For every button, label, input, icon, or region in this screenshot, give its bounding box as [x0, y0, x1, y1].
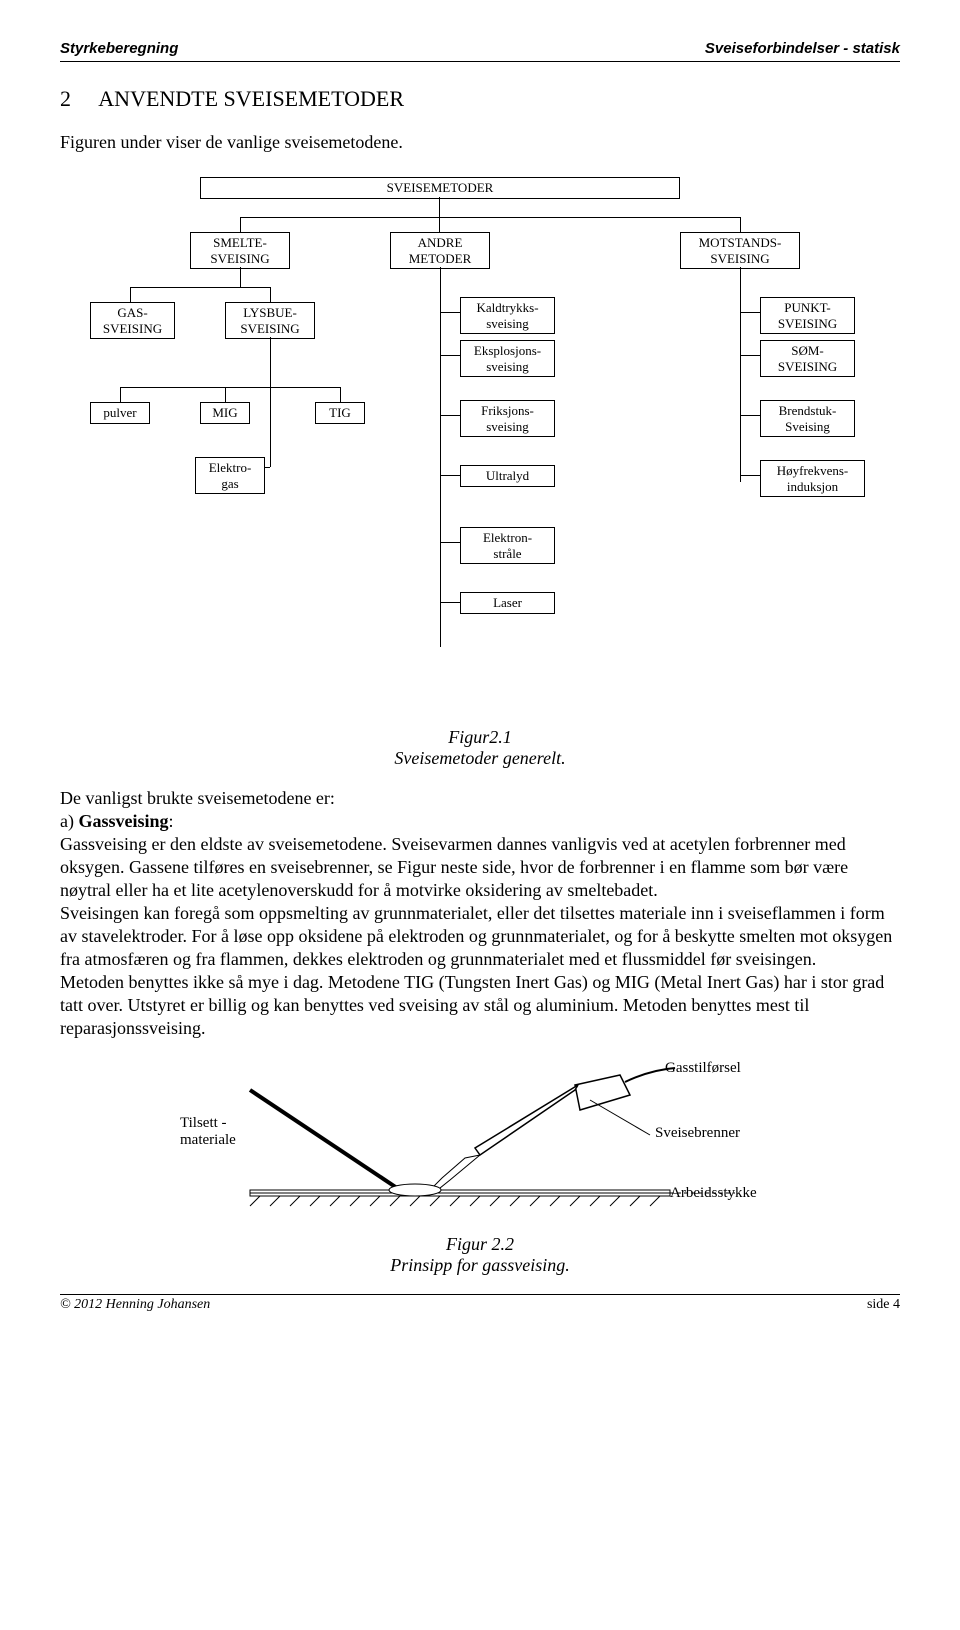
- node-motstands: MOTSTANDS- SVEISING: [680, 232, 800, 269]
- p1-a-colon: :: [169, 811, 174, 831]
- connector: [130, 287, 131, 302]
- connector: [120, 387, 340, 388]
- figure-2-2-caption: Figur 2.2 Prinsipp for gassveising.: [60, 1234, 900, 1276]
- node-smelte: SMELTE- SVEISING: [190, 232, 290, 269]
- section-number: 2: [60, 86, 94, 112]
- p1-a: a): [60, 811, 74, 831]
- p1-a-label: Gassveising: [78, 811, 168, 831]
- node-som: SØM- SVEISING: [760, 340, 855, 377]
- node-hoyfrekvens: Høyfrekvens- induksjon: [760, 460, 865, 497]
- node-ultralyd: Ultralyd: [460, 465, 555, 487]
- gas-welding-svg: [180, 1060, 780, 1230]
- p1-text: Gassveising er den eldste av sveisemetod…: [60, 834, 848, 900]
- connector: [120, 387, 121, 402]
- caption-line1: Figur2.1: [448, 727, 512, 747]
- p1-intro: De vanligst brukte sveisemetodene er:: [60, 788, 335, 808]
- node-elektrogas: Elektro- gas: [195, 457, 265, 494]
- footer-left: © 2012 Henning Johansen: [60, 1297, 210, 1313]
- node-andre: ANDRE METODER: [390, 232, 490, 269]
- connector: [240, 267, 241, 287]
- caption2-line2: Prinsipp for gassveising.: [390, 1255, 570, 1275]
- connector: [340, 387, 341, 402]
- node-tig: TIG: [315, 402, 365, 424]
- connector: [440, 267, 441, 647]
- header-right: Sveiseforbindelser - statisk: [705, 40, 900, 57]
- header-rule: [60, 61, 900, 62]
- connector: [439, 217, 440, 232]
- connector: [440, 415, 460, 416]
- figure-2-1-caption: Figur2.1 Sveisemetoder generelt.: [60, 727, 900, 769]
- connector: [439, 197, 440, 217]
- node-kaldtrykks: Kaldtrykks- sveising: [460, 297, 555, 334]
- node-friksjons: Friksjons- sveising: [460, 400, 555, 437]
- node-punkt: PUNKT- SVEISING: [760, 297, 855, 334]
- connector: [270, 387, 271, 467]
- sveisemetoder-diagram: SVEISEMETODER SMELTE- SVEISING ANDRE MET…: [70, 177, 890, 717]
- label-arbeidsstykke: Arbeidsstykke: [670, 1185, 757, 1202]
- node-pulver: pulver: [90, 402, 150, 424]
- node-mig: MIG: [200, 402, 250, 424]
- connector: [740, 415, 760, 416]
- page-header: Styrkeberegning Sveiseforbindelser - sta…: [60, 40, 900, 57]
- section-title-text: ANVENDTE SVEISEMETODER: [98, 86, 404, 111]
- connector: [440, 602, 460, 603]
- connector: [440, 355, 460, 356]
- figure-2-2: Tilsett - materiale Gasstilførsel Sveise…: [180, 1060, 780, 1230]
- caption2-line1: Figur 2.2: [446, 1234, 514, 1254]
- page-footer: © 2012 Henning Johansen side 4: [60, 1295, 900, 1313]
- connector: [740, 267, 741, 482]
- connector: [130, 287, 270, 288]
- node-gas: GAS- SVEISING: [90, 302, 175, 339]
- p3-text: Metoden benyttes ikke så mye i dag. Meto…: [60, 972, 884, 1038]
- node-lysbue: LYSBUE- SVEISING: [225, 302, 315, 339]
- p2-text: Sveisingen kan foregå som oppsmelting av…: [60, 903, 892, 969]
- connector: [240, 217, 740, 218]
- body-paragraphs: De vanligst brukte sveisemetodene er: a)…: [60, 787, 900, 1040]
- connector: [740, 475, 760, 476]
- connector: [440, 542, 460, 543]
- node-eksplosjons: Eksplosjons- sveising: [460, 340, 555, 377]
- connector: [740, 217, 741, 232]
- footer-right: side 4: [867, 1297, 900, 1313]
- section-heading: 2 ANVENDTE SVEISEMETODER: [60, 86, 900, 112]
- caption-line2: Sveisemetoder generelt.: [394, 748, 565, 768]
- connector: [270, 337, 271, 387]
- header-left: Styrkeberegning: [60, 40, 178, 57]
- connector: [240, 217, 241, 232]
- connector: [270, 287, 271, 302]
- page: Styrkeberegning Sveiseforbindelser - sta…: [0, 0, 960, 1570]
- connector: [440, 475, 460, 476]
- connector: [740, 312, 760, 313]
- connector: [225, 387, 226, 402]
- connector: [740, 355, 760, 356]
- node-root: SVEISEMETODER: [200, 177, 680, 199]
- node-brendstuk: Brendstuk- Sveising: [760, 400, 855, 437]
- connector: [440, 312, 460, 313]
- label-tilsett: Tilsett - materiale: [180, 1115, 236, 1149]
- intro-text: Figuren under viser de vanlige sveisemet…: [60, 132, 900, 153]
- node-elektronstrale: Elektron- stråle: [460, 527, 555, 564]
- node-laser: Laser: [460, 592, 555, 614]
- label-sveisebrenner: Sveisebrenner: [655, 1125, 740, 1142]
- label-gasstilforsel: Gasstilførsel: [665, 1060, 741, 1077]
